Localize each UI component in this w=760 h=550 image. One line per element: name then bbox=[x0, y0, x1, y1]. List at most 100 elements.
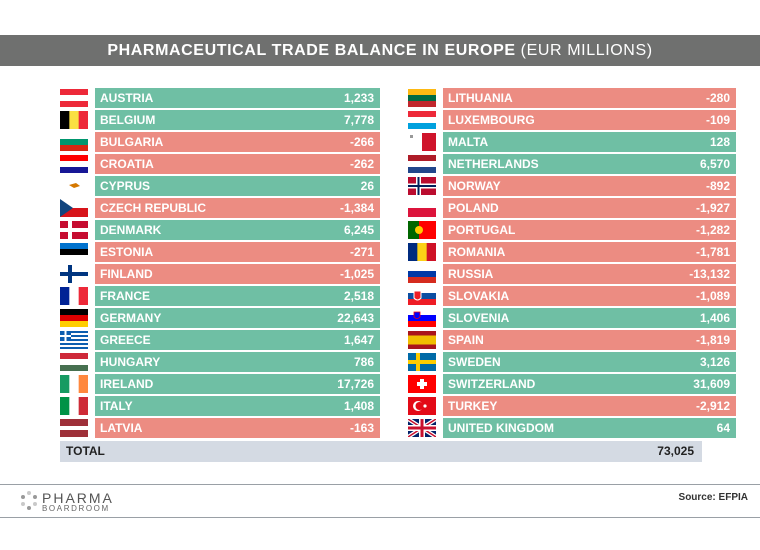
flag-switzerland-icon bbox=[408, 375, 436, 393]
value-label: -109 bbox=[705, 113, 730, 127]
value-bar-hungary: HUNGARY 786 bbox=[95, 352, 380, 372]
value-bar-switzerland: SWITZERLAND 31,609 bbox=[443, 374, 736, 394]
total-label: TOTAL bbox=[66, 444, 105, 458]
country-label: LITHUANIA bbox=[448, 91, 513, 105]
value-bar-estonia: ESTONIA -271 bbox=[95, 242, 380, 262]
value-bar-denmark: DENMARK 6,245 bbox=[95, 220, 380, 240]
value-label: -163 bbox=[349, 421, 374, 435]
country-label: SLOVENIA bbox=[448, 311, 510, 325]
value-bar-italy: ITALY 1,408 bbox=[95, 396, 380, 416]
title-unit: (EUR MILLIONS) bbox=[520, 42, 653, 59]
value-bar-latvia: LATVIA -163 bbox=[95, 418, 380, 438]
value-label: 3,126 bbox=[699, 355, 730, 369]
value-bar-slovakia: SLOVAKIA -1,089 bbox=[443, 286, 736, 306]
flag-cyprus-icon bbox=[60, 177, 88, 195]
flag-france-icon bbox=[60, 287, 88, 305]
value-label: -13,132 bbox=[689, 267, 730, 281]
chart-title: PHARMACEUTICAL TRADE BALANCE IN EUROPE (… bbox=[0, 35, 760, 66]
country-label: FRANCE bbox=[100, 289, 150, 303]
flag-croatia-icon bbox=[60, 155, 88, 173]
country-label: FINLAND bbox=[100, 267, 153, 281]
value-label: 6,570 bbox=[699, 157, 730, 171]
value-label: 1,233 bbox=[343, 91, 374, 105]
value-bar-lithuania: LITHUANIA -280 bbox=[443, 88, 736, 108]
value-bar-cyprus: CYPRUS 26 bbox=[95, 176, 380, 196]
value-bar-portugal: PORTUGAL -1,282 bbox=[443, 220, 736, 240]
flag-luxembourg-icon bbox=[408, 111, 436, 129]
flag-turkey-icon bbox=[408, 397, 436, 415]
value-label: 26 bbox=[360, 179, 374, 193]
value-bar-bulgaria: BULGARIA -266 bbox=[95, 132, 380, 152]
flag-poland-icon bbox=[408, 199, 436, 217]
value-label: 2,518 bbox=[343, 289, 374, 303]
country-label: PORTUGAL bbox=[448, 223, 516, 237]
country-label: BULGARIA bbox=[100, 135, 164, 149]
title-text: PHARMACEUTICAL TRADE BALANCE IN EUROPE bbox=[107, 42, 516, 59]
flag-greece-icon bbox=[60, 331, 88, 349]
flag-norway-icon bbox=[408, 177, 436, 195]
country-label: ITALY bbox=[100, 399, 133, 413]
flag-slovenia-icon bbox=[408, 309, 436, 327]
value-bar-ireland: IRELAND 17,726 bbox=[95, 374, 380, 394]
value-bar-slovenia: SLOVENIA 1,406 bbox=[443, 308, 736, 328]
value-label: -1,282 bbox=[695, 223, 730, 237]
source-note: Source: EFPIA bbox=[678, 492, 748, 503]
value-label: -2,912 bbox=[695, 399, 730, 413]
value-bar-poland: POLAND -1,927 bbox=[443, 198, 736, 218]
flag-netherlands-icon bbox=[408, 155, 436, 173]
value-label: 6,245 bbox=[343, 223, 374, 237]
value-label: 7,778 bbox=[343, 113, 374, 127]
flag-estonia-icon bbox=[60, 243, 88, 261]
value-label: -892 bbox=[705, 179, 730, 193]
value-label: -1,819 bbox=[695, 333, 730, 347]
value-bar-belgium: BELGIUM 7,778 bbox=[95, 110, 380, 130]
country-label: SWEDEN bbox=[448, 355, 501, 369]
country-label: ESTONIA bbox=[100, 245, 154, 259]
value-bar-france: FRANCE 2,518 bbox=[95, 286, 380, 306]
value-bar-malta: MALTA 128 bbox=[443, 132, 736, 152]
flag-denmark-icon bbox=[60, 221, 88, 239]
value-label: -280 bbox=[705, 91, 730, 105]
country-label: CROATIA bbox=[100, 157, 154, 171]
value-bar-croatia: CROATIA -262 bbox=[95, 154, 380, 174]
country-label: RUSSIA bbox=[448, 267, 494, 281]
country-label: POLAND bbox=[448, 201, 499, 215]
flag-russia-icon bbox=[408, 265, 436, 283]
flag-italy-icon bbox=[60, 397, 88, 415]
flag-finland-icon bbox=[60, 265, 88, 283]
country-label: SPAIN bbox=[448, 333, 484, 347]
value-label: -266 bbox=[349, 135, 374, 149]
country-label: ROMANIA bbox=[448, 245, 506, 259]
value-label: 1,406 bbox=[699, 311, 730, 325]
country-label: LUXEMBOURG bbox=[448, 113, 535, 127]
value-label: 17,726 bbox=[337, 377, 374, 391]
country-label: UNITED KINGDOM bbox=[448, 421, 554, 435]
value-label: 64 bbox=[716, 421, 730, 435]
country-label: HUNGARY bbox=[100, 355, 161, 369]
country-label: AUSTRIA bbox=[100, 91, 154, 105]
flag-czech-republic-icon bbox=[60, 199, 88, 217]
flag-portugal-icon bbox=[408, 221, 436, 239]
country-label: BELGIUM bbox=[100, 113, 156, 127]
value-bar-greece: GREECE 1,647 bbox=[95, 330, 380, 350]
value-bar-czech-republic: CZECH REPUBLIC -1,384 bbox=[95, 198, 380, 218]
country-label: CYPRUS bbox=[100, 179, 151, 193]
value-label: 128 bbox=[709, 135, 730, 149]
flag-hungary-icon bbox=[60, 353, 88, 371]
divider-top bbox=[0, 484, 760, 485]
flag-ireland-icon bbox=[60, 375, 88, 393]
logo-text-pharma: PHARMA bbox=[42, 490, 114, 506]
country-label: NETHERLANDS bbox=[448, 157, 539, 171]
country-label: SLOVAKIA bbox=[448, 289, 510, 303]
value-label: -1,089 bbox=[695, 289, 730, 303]
country-label: NORWAY bbox=[448, 179, 501, 193]
value-label: 786 bbox=[353, 355, 374, 369]
country-label: IRELAND bbox=[100, 377, 154, 391]
country-label: MALTA bbox=[448, 135, 489, 149]
flag-spain-icon bbox=[408, 331, 436, 349]
value-bar-romania: ROMANIA -1,781 bbox=[443, 242, 736, 262]
value-label: -271 bbox=[349, 245, 374, 259]
value-label: -1,025 bbox=[339, 267, 374, 281]
flag-germany-icon bbox=[60, 309, 88, 327]
value-bar-netherlands: NETHERLANDS 6,570 bbox=[443, 154, 736, 174]
